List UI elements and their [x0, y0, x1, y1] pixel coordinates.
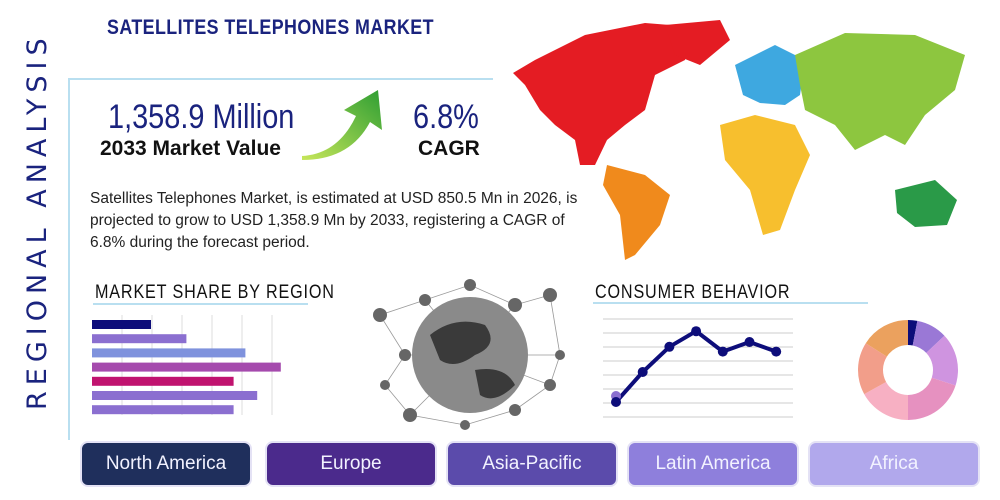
region-africa-button[interactable]: Africa — [808, 441, 980, 487]
divider — [593, 302, 868, 304]
cagr-label: CAGR — [418, 137, 480, 160]
frame-divider — [68, 78, 493, 80]
region-europe-button[interactable]: Europe — [265, 441, 437, 487]
data-point — [744, 337, 755, 347]
asia-shape — [795, 33, 965, 150]
donut-slice — [858, 343, 887, 395]
bar — [92, 391, 258, 400]
region-north-america-button[interactable]: North America — [80, 441, 252, 487]
data-point — [717, 346, 728, 357]
north-america-shape — [513, 23, 695, 165]
europe-shape — [735, 45, 805, 105]
page-title: SATELLITES TELEPHONES MARKET — [107, 16, 434, 39]
market-value-label: 2033 Market Value — [100, 137, 281, 160]
south-america-shape — [603, 165, 670, 260]
data-point — [691, 326, 702, 337]
description: Satellites Telephones Market, is estimat… — [90, 190, 578, 251]
data-point — [771, 346, 782, 357]
side-label: REGIONAL ANALYSIS — [22, 32, 53, 410]
australia-shape — [895, 180, 957, 227]
donut-slice — [912, 320, 945, 353]
consumer-donut-chart — [858, 320, 958, 420]
divider — [93, 303, 308, 305]
world-map — [513, 20, 965, 260]
bar — [92, 334, 187, 344]
donut-slice — [865, 320, 908, 357]
growth-arrow-icon — [302, 90, 382, 160]
donut-slice — [864, 382, 908, 420]
globe-network-illustration — [373, 279, 565, 430]
market-share-bar-chart — [92, 315, 281, 415]
market-share-heading: MARKET SHARE BY REGION — [95, 282, 335, 303]
greenland-shape — [665, 20, 730, 65]
frame-divider — [68, 78, 70, 440]
cagr-value: 6.8% — [413, 98, 479, 136]
bar — [92, 376, 234, 386]
consumer-behavior-heading: CONSUMER BEHAVIOR — [595, 282, 791, 303]
bar — [92, 405, 234, 415]
region-latin-america-button[interactable]: Latin America — [627, 441, 799, 487]
bar — [92, 348, 246, 358]
consumer-line-chart — [603, 318, 793, 418]
data-point — [664, 341, 675, 352]
data-point — [637, 367, 648, 377]
market-value: 1,358.9 Million — [108, 98, 295, 136]
donut-slice — [926, 335, 958, 386]
africa-shape — [720, 115, 810, 235]
region-asia-pacific-button[interactable]: Asia-Pacific — [446, 441, 618, 487]
donut-slice — [908, 377, 956, 420]
data-point — [611, 397, 621, 407]
donut-slice — [908, 320, 918, 346]
bar — [92, 362, 281, 372]
bar — [92, 320, 151, 329]
